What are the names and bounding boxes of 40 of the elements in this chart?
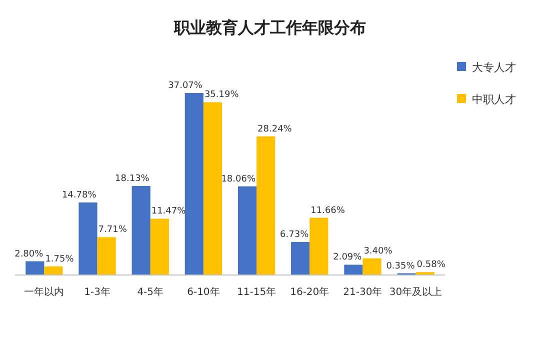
- bar: [150, 218, 169, 275]
- data-label: 35.19%: [204, 90, 240, 100]
- bar: [310, 218, 328, 275]
- data-label: 18.13%: [115, 174, 150, 184]
- data-label: 18.06%: [221, 174, 256, 184]
- legend-label: 大专人才: [472, 61, 516, 74]
- bar: [132, 186, 150, 275]
- data-label: 7.71%: [98, 225, 128, 236]
- bar: [238, 186, 257, 275]
- bar: [203, 102, 222, 275]
- bar: [362, 258, 382, 275]
- x-tick-label: 21-30年: [343, 286, 382, 298]
- bar: [184, 93, 204, 275]
- legend-label: 中职人才: [472, 93, 516, 106]
- data-label: 6.73%: [280, 230, 310, 240]
- bar: [344, 264, 363, 275]
- data-label: 1.75%: [45, 254, 74, 264]
- x-tick-label: 一年以内: [24, 286, 64, 298]
- data-label: 0.58%: [416, 260, 446, 270]
- x-tick-label: 4-5年: [137, 286, 164, 298]
- data-label: 28.24%: [258, 124, 292, 134]
- data-label: 14.78%: [62, 190, 97, 200]
- bar: [78, 202, 98, 275]
- bar: [26, 261, 44, 275]
- data-label: 0.35%: [386, 261, 416, 272]
- data-label: 11.66%: [310, 206, 346, 216]
- x-tick-label: 11-15年: [237, 286, 276, 298]
- bar: [44, 266, 63, 275]
- data-label: 2.09%: [333, 252, 362, 263]
- bar: [97, 237, 116, 275]
- x-tick-label: 16-20年: [290, 286, 330, 298]
- x-tick-label: 30年及以上: [389, 286, 442, 298]
- bar: [256, 136, 276, 275]
- data-label: 2.80%: [14, 249, 44, 260]
- chart-title: 职业教育人才工作年限分布: [173, 18, 366, 37]
- data-label: 3.40%: [364, 246, 393, 256]
- x-tick-label: 6-10年: [187, 286, 220, 298]
- data-label: 37.07%: [168, 81, 203, 91]
- x-tick-label: 1-3年: [84, 286, 110, 298]
- bar: [291, 242, 310, 275]
